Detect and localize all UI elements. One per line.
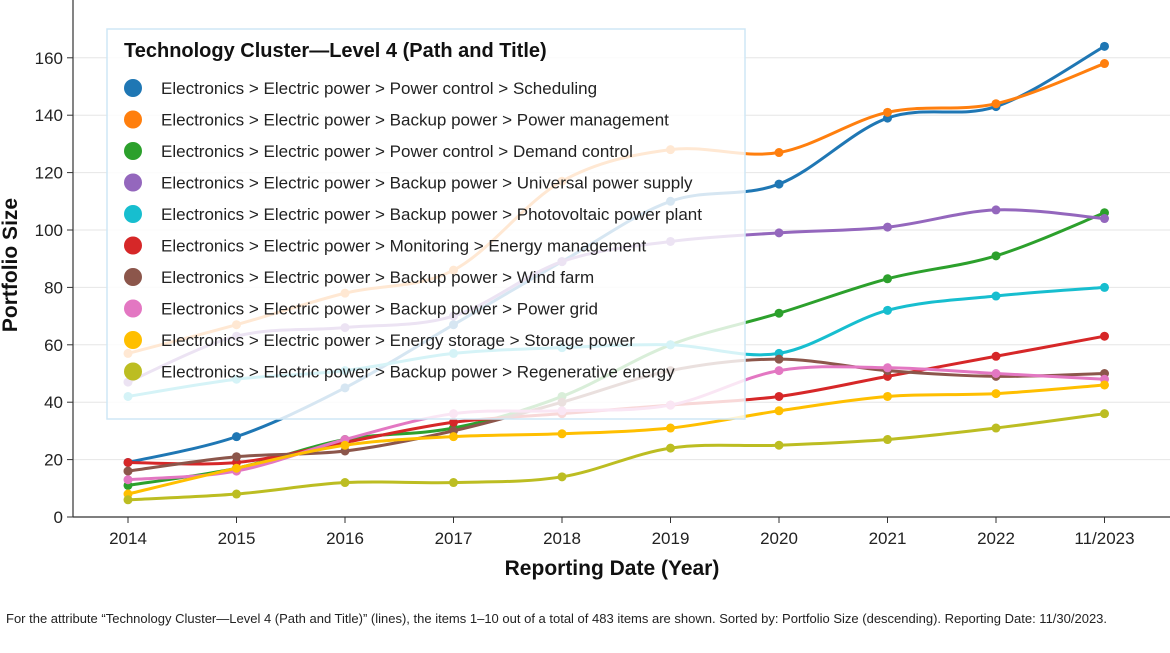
legend-label: Electronics > Electric power > Backup po… xyxy=(161,363,675,382)
series-line xyxy=(127,412,1105,502)
y-tick-label: 40 xyxy=(44,393,63,412)
data-point xyxy=(883,363,892,373)
data-point xyxy=(991,251,1001,261)
data-point xyxy=(340,440,350,450)
legend-marker xyxy=(124,79,142,97)
data-point xyxy=(449,432,458,442)
data-point xyxy=(991,205,1001,215)
x-tick-label: 2017 xyxy=(435,529,473,548)
data-point xyxy=(774,406,784,416)
y-tick-label: 140 xyxy=(35,106,63,125)
x-tick-label: 2022 xyxy=(977,529,1015,548)
data-point xyxy=(232,432,241,442)
data-point xyxy=(232,489,241,499)
data-point xyxy=(991,351,1001,361)
y-tick-label: 60 xyxy=(44,336,63,355)
y-tick-label: 100 xyxy=(35,221,63,240)
data-point xyxy=(123,457,133,467)
legend-label: Electronics > Electric power > Backup po… xyxy=(161,111,669,130)
data-point xyxy=(666,443,675,453)
y-tick-label: 0 xyxy=(54,508,63,527)
legend-marker xyxy=(124,236,142,255)
data-point xyxy=(1100,331,1109,341)
x-tick-label: 2020 xyxy=(760,529,798,548)
legend-label: Electronics > Electric power > Backup po… xyxy=(161,205,702,224)
x-tick-label: 2014 xyxy=(109,529,147,548)
data-point xyxy=(449,478,458,488)
x-tick-label: 2018 xyxy=(543,529,581,548)
data-point xyxy=(991,369,1001,378)
legend-marker xyxy=(124,268,142,286)
data-point xyxy=(991,291,1001,301)
data-point xyxy=(883,107,892,117)
legend-marker xyxy=(124,173,142,192)
legend: Technology Cluster—Level 4 (Path and Tit… xyxy=(106,28,746,420)
legend-title: Technology Cluster—Level 4 (Path and Tit… xyxy=(124,40,547,62)
series-10 xyxy=(123,409,1109,505)
data-point xyxy=(123,495,133,505)
data-point xyxy=(774,228,784,238)
x-tick-label: 2015 xyxy=(218,529,256,548)
x-axis-title: Reporting Date (Year) xyxy=(505,557,720,580)
data-point xyxy=(774,148,784,158)
y-tick-label: 120 xyxy=(35,164,63,183)
data-point xyxy=(883,274,892,284)
legend-label: Electronics > Electric power > Backup po… xyxy=(161,268,594,287)
data-point xyxy=(340,478,350,488)
legend-marker xyxy=(124,362,142,381)
legend-marker xyxy=(124,299,142,318)
data-point xyxy=(123,475,133,485)
data-point xyxy=(991,423,1001,433)
data-point xyxy=(232,452,241,462)
data-point xyxy=(1100,59,1109,69)
axes: 0 20 40 60 80 100 120 140 160 2014 2015 2016 2017 201… xyxy=(35,0,1170,548)
x-tick-label: 11/2023 xyxy=(1074,529,1134,548)
data-point xyxy=(991,99,1001,109)
data-point xyxy=(774,354,784,364)
footnote: For the attribute “Technology Cluster—Le… xyxy=(6,611,1108,626)
legend-label: Electronics > Electric power > Power con… xyxy=(161,142,633,161)
legend-label: Electronics > Electric power > Backup po… xyxy=(161,300,598,319)
legend-label: Electronics > Electric power > Power con… xyxy=(161,79,597,98)
data-point xyxy=(1100,380,1109,390)
y-axis-title: Portfolio Size xyxy=(0,198,22,332)
legend-label: Electronics > Electric power > Monitorin… xyxy=(161,237,646,256)
data-point xyxy=(666,423,675,433)
data-point xyxy=(883,391,892,401)
data-point xyxy=(774,179,784,189)
data-point xyxy=(991,389,1001,399)
legend-marker xyxy=(124,331,142,349)
legend-marker xyxy=(124,142,142,160)
legend-marker xyxy=(124,110,142,129)
data-point xyxy=(557,429,567,439)
x-tick-label: 2019 xyxy=(652,529,690,548)
series-line xyxy=(127,383,1105,496)
legend-marker xyxy=(124,205,142,223)
line-chart: 0 20 40 60 80 100 120 140 160 2014 2015 2016 2017 201… xyxy=(0,0,1170,580)
data-point xyxy=(774,366,784,376)
data-point xyxy=(449,417,458,427)
legend-label: Electronics > Electric power > Energy st… xyxy=(161,331,635,350)
data-point xyxy=(1100,41,1109,51)
y-tick-label: 80 xyxy=(44,278,63,297)
data-point xyxy=(883,305,892,315)
data-point xyxy=(557,472,567,482)
x-tick-label: 2016 xyxy=(326,529,364,548)
data-point xyxy=(883,435,892,445)
legend-label: Electronics > Electric power > Backup po… xyxy=(161,174,693,193)
data-point xyxy=(774,308,784,318)
data-point xyxy=(1100,282,1109,292)
y-tick-label: 160 xyxy=(35,49,63,68)
data-point xyxy=(232,463,241,473)
data-point xyxy=(123,466,133,476)
data-point xyxy=(1100,409,1109,419)
y-tick-label: 20 xyxy=(44,451,63,470)
series-9 xyxy=(123,380,1109,499)
data-point xyxy=(774,391,784,401)
legend-box xyxy=(106,28,746,420)
x-tick-label: 2021 xyxy=(869,529,907,548)
data-point xyxy=(774,440,784,450)
data-point xyxy=(883,222,892,232)
data-point xyxy=(1100,214,1109,224)
